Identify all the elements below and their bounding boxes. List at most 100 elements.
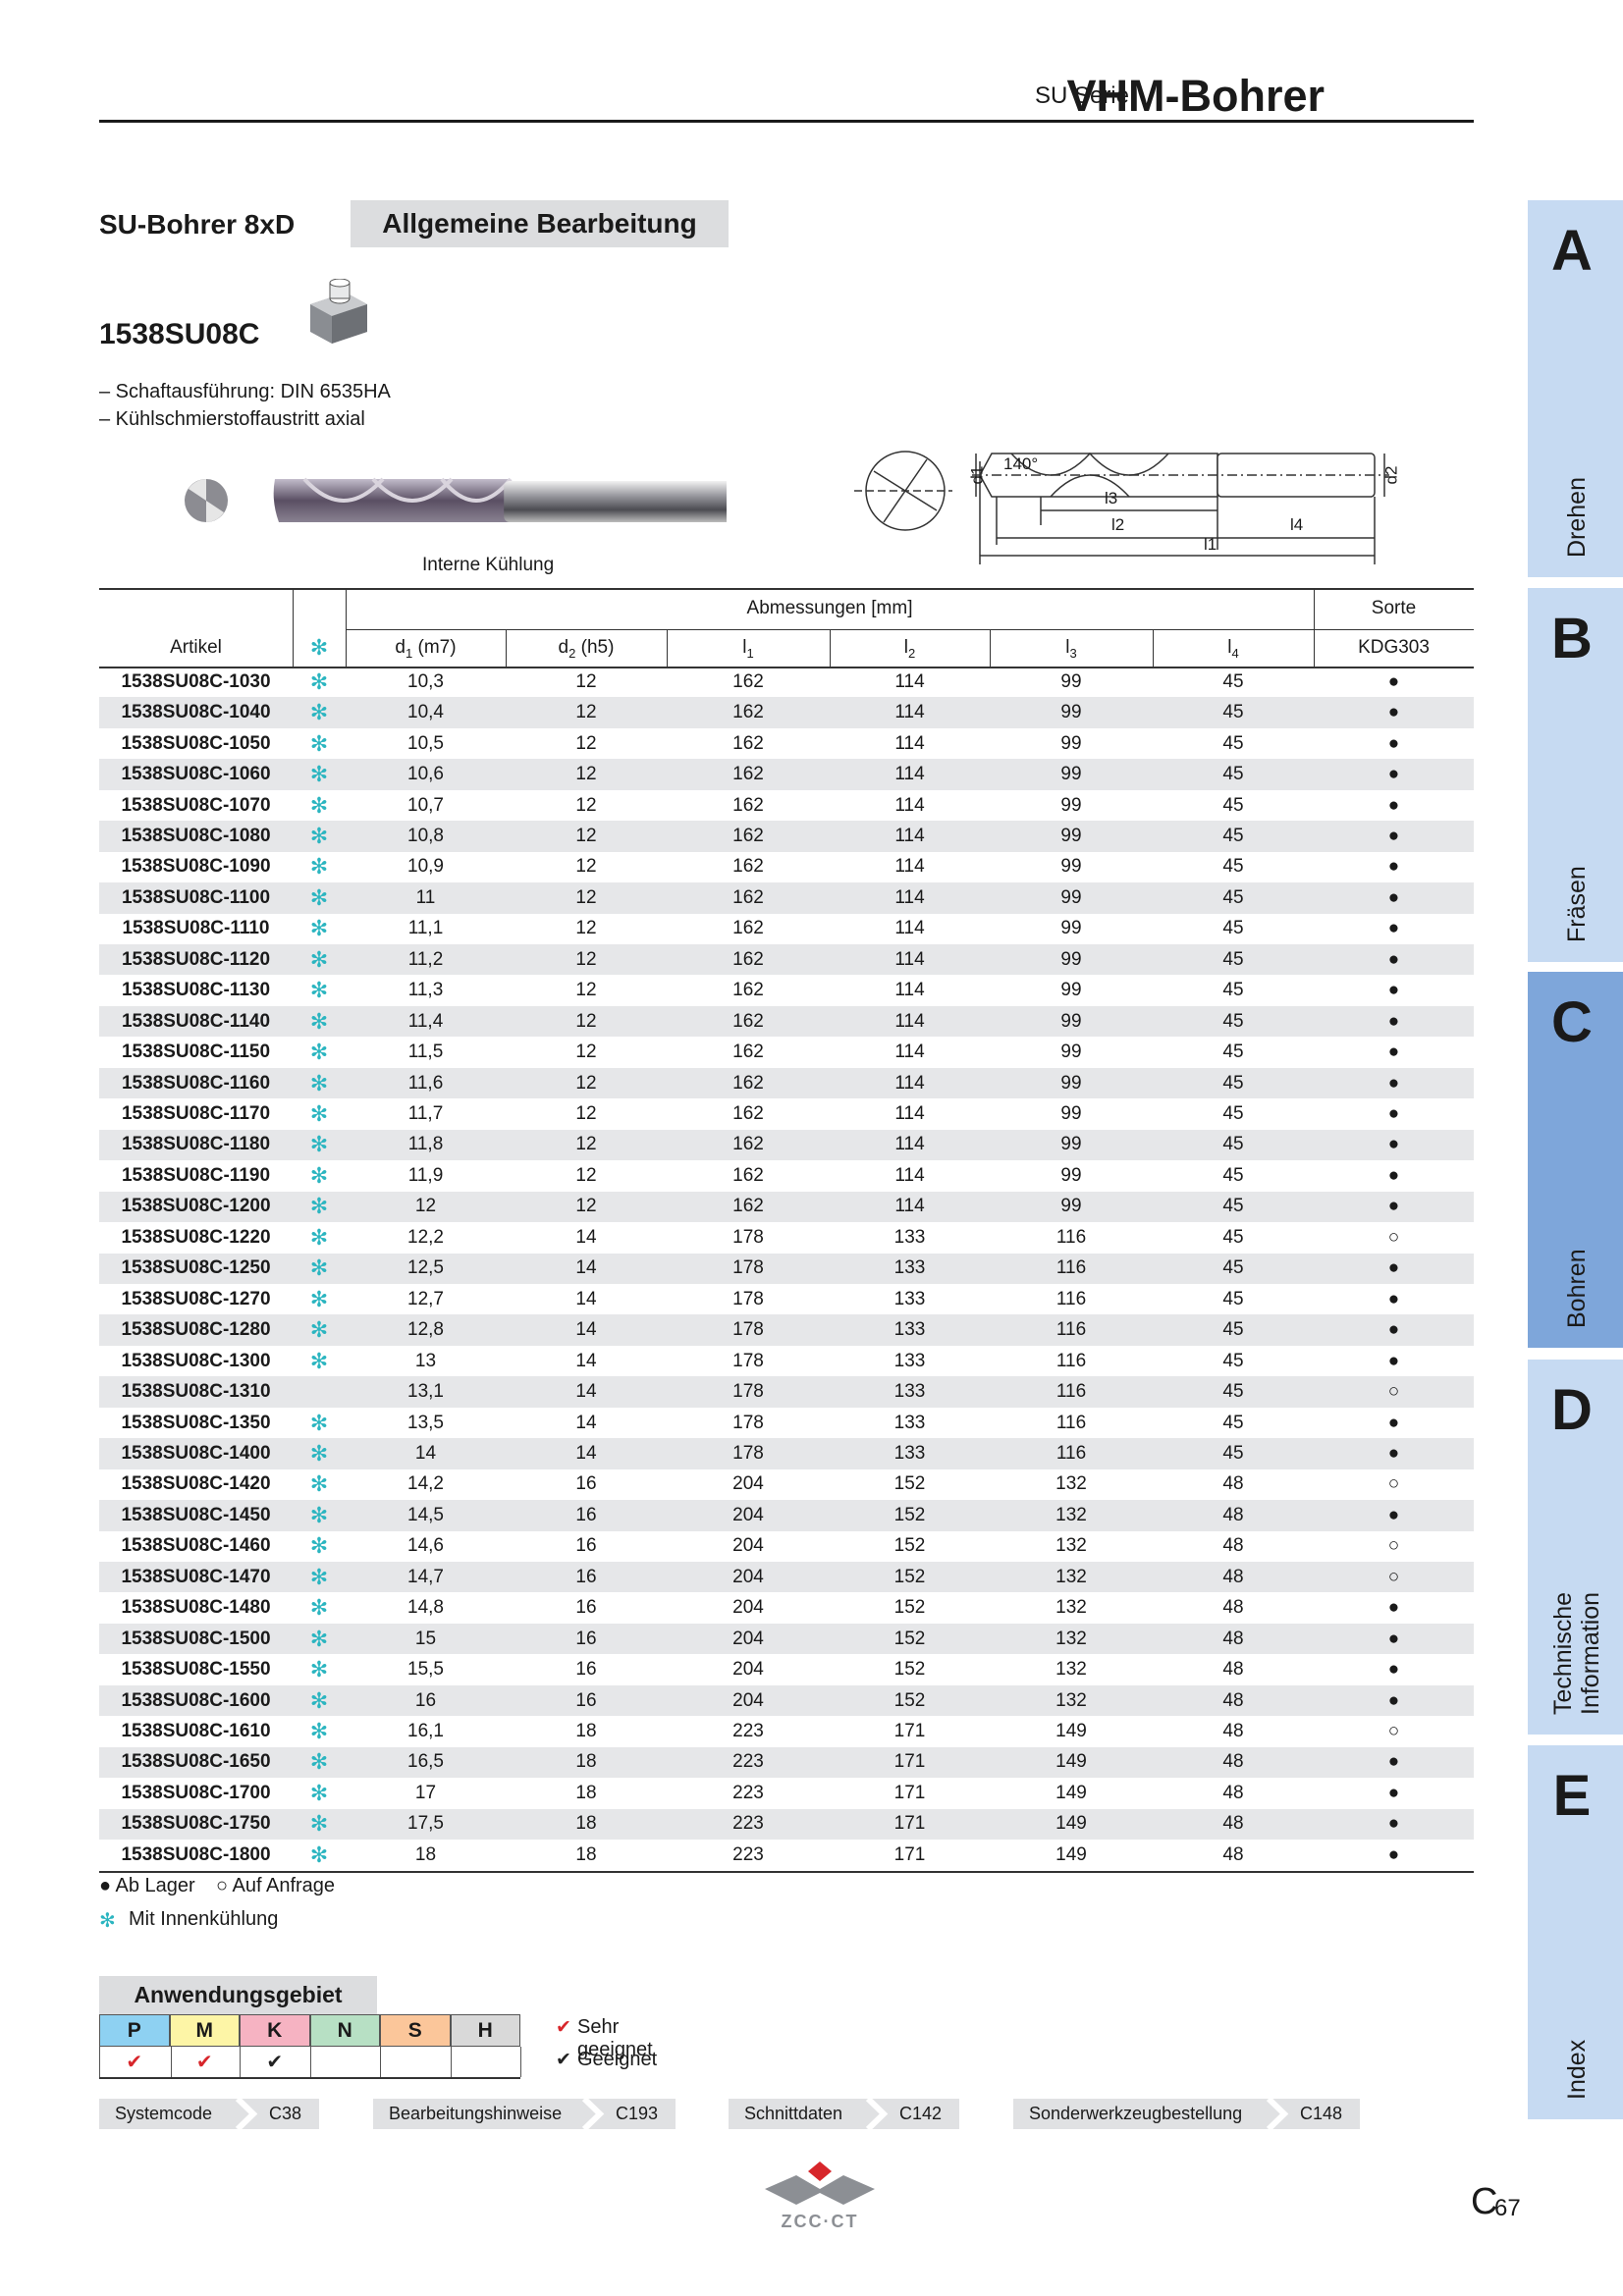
table-cell: 18 <box>575 1751 597 1773</box>
coolant-mark: ✻ <box>309 1070 329 1095</box>
table-cell: 11,3 <box>407 980 444 1001</box>
diagram-text: l1 <box>1204 535 1217 554</box>
table-cell: 16 <box>575 1659 597 1681</box>
side-tab[interactable]: C Bohren <box>1528 972 1623 1348</box>
nav-item[interactable]: Bearbeitungshinweise C193 <box>373 2099 676 2129</box>
article: 1538SU08C-1130 <box>121 980 271 1001</box>
table-cell: 116 <box>1055 1350 1087 1371</box>
table-cell: 114 <box>894 1010 925 1032</box>
diagram-label: d1 <box>967 466 987 485</box>
article: 1538SU08C-1280 <box>121 1319 271 1341</box>
table-cell: 132 <box>1055 1628 1087 1649</box>
tab-letter: B <box>1551 607 1593 670</box>
nav-item[interactable]: Sonderwerkzeugbestellung C148 <box>1013 2099 1360 2129</box>
material: H <box>450 2014 520 2047</box>
table-cell: 114 <box>894 702 925 723</box>
table-cell: 99 <box>1060 1010 1082 1032</box>
article: 1538SU08C-1200 <box>121 1196 271 1217</box>
nav-item[interactable]: Systemcode C38 <box>99 2099 319 2129</box>
table-cell: 45 <box>1222 1226 1244 1248</box>
table-cell: 114 <box>894 794 925 816</box>
row-shade <box>99 1808 1474 1841</box>
article: 1538SU08C-1160 <box>121 1072 271 1094</box>
row-shade <box>99 1562 1474 1593</box>
table-cell: ○ <box>1387 1535 1400 1557</box>
table-cell: 12,5 <box>407 1257 444 1279</box>
legend-coolant-symbol: ✻ <box>99 1910 116 1932</box>
series-label: SU Serie <box>1034 82 1129 109</box>
table-cell: 45 <box>1222 1257 1244 1279</box>
article: 1538SU08C-1220 <box>121 1226 271 1248</box>
article: 1538SU08C-1040 <box>121 702 271 723</box>
coolant-mark: ✻ <box>309 1132 329 1157</box>
table-cell: 14,2 <box>407 1473 444 1495</box>
table-cell: 45 <box>1222 1412 1244 1433</box>
nav-item[interactable]: Schnittdaten C142 <box>729 2099 959 2129</box>
group-header: Abmessungen [mm] <box>746 598 913 618</box>
table-rule <box>1153 629 1154 667</box>
table-cell: 18 <box>575 1813 597 1835</box>
nav-ref: C148 <box>1299 2104 1342 2123</box>
table-cell: 48 <box>1222 1659 1244 1681</box>
table-cell: 10,5 <box>407 732 444 754</box>
coolant-mark: ✻ <box>309 1194 329 1219</box>
side-tab[interactable]: E Index <box>1528 1745 1623 2119</box>
coolant-mark: ✻ <box>309 1780 329 1805</box>
legend-check: ✔ <box>556 2050 571 2070</box>
article: 1538SU08C-1080 <box>121 825 271 846</box>
workpiece-icon <box>310 279 367 344</box>
table-cell: 16 <box>575 1504 597 1525</box>
coolant-mark: ✻ <box>309 854 329 880</box>
table-cell: 17 <box>414 1782 437 1803</box>
table-cell: 18 <box>575 1782 597 1803</box>
table-cell: 171 <box>893 1782 926 1803</box>
table-cell: 11,4 <box>407 1010 444 1032</box>
article: 1538SU08C-1700 <box>121 1782 271 1803</box>
rating-cell <box>451 2047 521 2077</box>
table-cell: 99 <box>1060 1103 1082 1125</box>
tab-letter: C <box>1551 990 1593 1054</box>
coolant-mark: ✻ <box>309 1657 329 1682</box>
table-cell: 114 <box>894 856 925 878</box>
side-tab[interactable]: A Drehen <box>1528 200 1623 577</box>
table-cell: 162 <box>732 1072 764 1094</box>
dimension-diagram <box>854 451 1389 564</box>
table-cell: 223 <box>732 1751 764 1773</box>
table-cell: ● <box>1387 794 1400 816</box>
nav-label: Systemcode <box>115 2104 213 2123</box>
table-cell: ● <box>1387 1813 1400 1835</box>
table-cell: 162 <box>732 980 764 1001</box>
table-cell: 48 <box>1222 1504 1244 1525</box>
table-cell: 162 <box>732 948 764 970</box>
table-cell: ● <box>1387 670 1400 692</box>
table-cell: 45 <box>1222 1350 1244 1371</box>
table-cell: 14 <box>575 1319 597 1341</box>
table-cell: 152 <box>893 1689 926 1711</box>
table-cell: 152 <box>893 1535 926 1557</box>
table-cell: 178 <box>732 1381 764 1403</box>
table-cell: ● <box>1387 1164 1400 1186</box>
side-tab[interactable]: B Fräsen <box>1528 588 1623 962</box>
table-cell: 14 <box>575 1350 597 1371</box>
table-cell: 114 <box>894 732 925 754</box>
table-cell: 116 <box>1055 1226 1087 1248</box>
table-cell: 18 <box>575 1721 597 1742</box>
table-cell: 133 <box>893 1442 926 1464</box>
table-cell: 45 <box>1222 1164 1244 1186</box>
table-cell: 132 <box>1055 1566 1087 1587</box>
table-cell: 12 <box>575 702 597 723</box>
material: S <box>380 2014 451 2047</box>
nav-label: Schnittdaten <box>744 2104 843 2123</box>
coolant-mark: ✻ <box>309 884 329 910</box>
article: 1538SU08C-1350 <box>121 1412 271 1433</box>
row-shade <box>99 1500 1474 1531</box>
article: 1538SU08C-1140 <box>121 1010 271 1032</box>
table-cell: ● <box>1387 1504 1400 1525</box>
side-tab[interactable]: D Technische Information <box>1528 1360 1623 1735</box>
feature: – Kühlschmierstoffaustritt axial <box>99 408 365 430</box>
table-cell: 12 <box>575 825 597 846</box>
table-cell: 45 <box>1222 1196 1244 1217</box>
coolant-mark: ✻ <box>309 1348 329 1373</box>
table-cell: ● <box>1387 1689 1400 1711</box>
